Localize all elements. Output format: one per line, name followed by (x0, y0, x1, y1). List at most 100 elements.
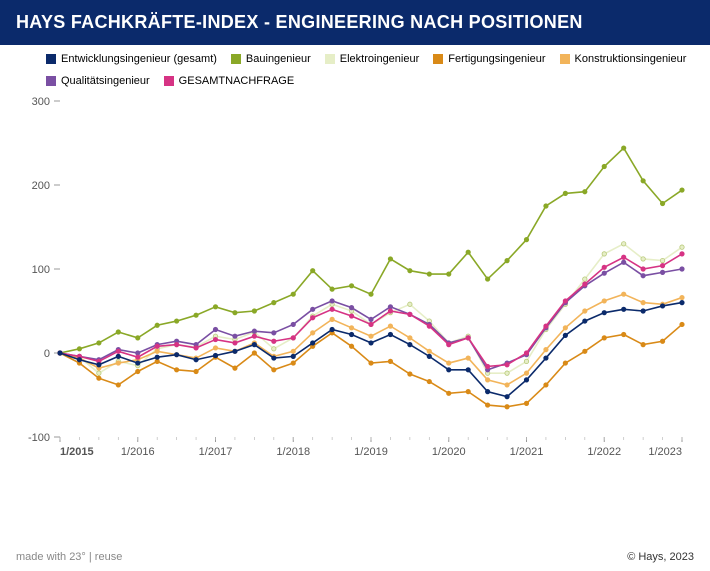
series-marker (349, 284, 353, 288)
line-chart: -10001002003001/20151/20161/20171/20181/… (0, 91, 710, 471)
series-marker (388, 309, 392, 313)
legend: Entwicklungsingenieur (gesamt) Bauingenie… (0, 45, 710, 91)
series-marker (233, 310, 237, 314)
series-marker (544, 383, 548, 387)
legend-label: GESAMTNACHFRAGE (179, 75, 295, 87)
series-marker (563, 333, 567, 337)
legend-item: Konstruktionsingenieur (560, 53, 687, 65)
series-marker (136, 369, 140, 373)
series-marker (97, 371, 101, 375)
legend-label: Bauingenieur (246, 53, 311, 65)
series-marker (272, 356, 276, 360)
series-marker (427, 272, 431, 276)
series-marker (621, 242, 625, 246)
series-marker (583, 277, 587, 281)
series-marker (349, 326, 353, 330)
series-marker (272, 368, 276, 372)
series-marker (621, 332, 625, 336)
chart: -10001002003001/20151/20161/20171/20181/… (0, 91, 710, 551)
series-marker (155, 359, 159, 363)
legend-swatch (325, 54, 335, 64)
legend-swatch (46, 76, 56, 86)
series-marker (310, 331, 314, 335)
svg-text:1/2017: 1/2017 (199, 446, 233, 458)
series-marker (466, 356, 470, 360)
legend-item: GESAMTNACHFRAGE (164, 75, 295, 87)
series-marker (524, 378, 528, 382)
series-marker (447, 391, 451, 395)
series-marker (272, 347, 276, 351)
series-marker (388, 359, 392, 363)
series-line (60, 303, 682, 397)
series-marker (97, 363, 101, 367)
series-marker (155, 349, 159, 353)
series-marker (641, 267, 645, 271)
series-marker (660, 304, 664, 308)
series-marker (485, 277, 489, 281)
legend-item: Fertigungsingenieur (433, 53, 545, 65)
legend-label: Entwicklungsingenieur (gesamt) (61, 53, 217, 65)
series-marker (349, 305, 353, 309)
footer-left-text: made with 23° | reuse (16, 551, 122, 563)
series-marker (660, 263, 664, 267)
series-marker (233, 341, 237, 345)
series-marker (408, 342, 412, 346)
legend-swatch (433, 54, 443, 64)
series-marker (291, 361, 295, 365)
legend-swatch (560, 54, 570, 64)
series-marker (330, 327, 334, 331)
series-marker (602, 336, 606, 340)
series-marker (291, 349, 295, 353)
series-marker (408, 336, 412, 340)
series-marker (447, 272, 451, 276)
series-marker (213, 305, 217, 309)
series-marker (58, 351, 62, 355)
series-marker (485, 378, 489, 382)
series-marker (369, 292, 373, 296)
series-marker (310, 268, 314, 272)
series-marker (174, 342, 178, 346)
series-marker (524, 351, 528, 355)
series-marker (544, 356, 548, 360)
series-marker (660, 201, 664, 205)
legend-item: Elektroingenieur (325, 53, 420, 65)
series-marker (583, 309, 587, 313)
series-marker (583, 190, 587, 194)
series-marker (291, 322, 295, 326)
series-marker (174, 319, 178, 323)
series-marker (291, 354, 295, 358)
svg-text:-100: -100 (28, 432, 50, 444)
series-marker (505, 394, 509, 398)
legend-label: Qualitätsingenieur (61, 75, 150, 87)
series-marker (252, 334, 256, 338)
series-marker (155, 355, 159, 359)
series-marker (641, 342, 645, 346)
svg-text:1/2023: 1/2023 (648, 446, 682, 458)
series-marker (77, 358, 81, 362)
series-marker (621, 255, 625, 259)
series-marker (447, 342, 451, 346)
series-marker (388, 332, 392, 336)
series-marker (213, 353, 217, 357)
legend-swatch (46, 54, 56, 64)
legend-item: Bauingenieur (231, 53, 311, 65)
series-marker (369, 322, 373, 326)
series-marker (194, 369, 198, 373)
series-marker (544, 204, 548, 208)
legend-label: Elektroingenieur (340, 53, 420, 65)
series-marker (77, 347, 81, 351)
series-marker (369, 317, 373, 321)
series-marker (485, 403, 489, 407)
series-marker (680, 267, 684, 271)
series-marker (330, 287, 334, 291)
series-marker (447, 361, 451, 365)
series-marker (544, 347, 548, 351)
series-marker (505, 371, 509, 375)
series-marker (136, 336, 140, 340)
series-marker (660, 270, 664, 274)
svg-text:300: 300 (32, 96, 50, 108)
series-marker (213, 337, 217, 341)
series-marker (660, 258, 664, 262)
series-marker (680, 252, 684, 256)
series-marker (252, 309, 256, 313)
